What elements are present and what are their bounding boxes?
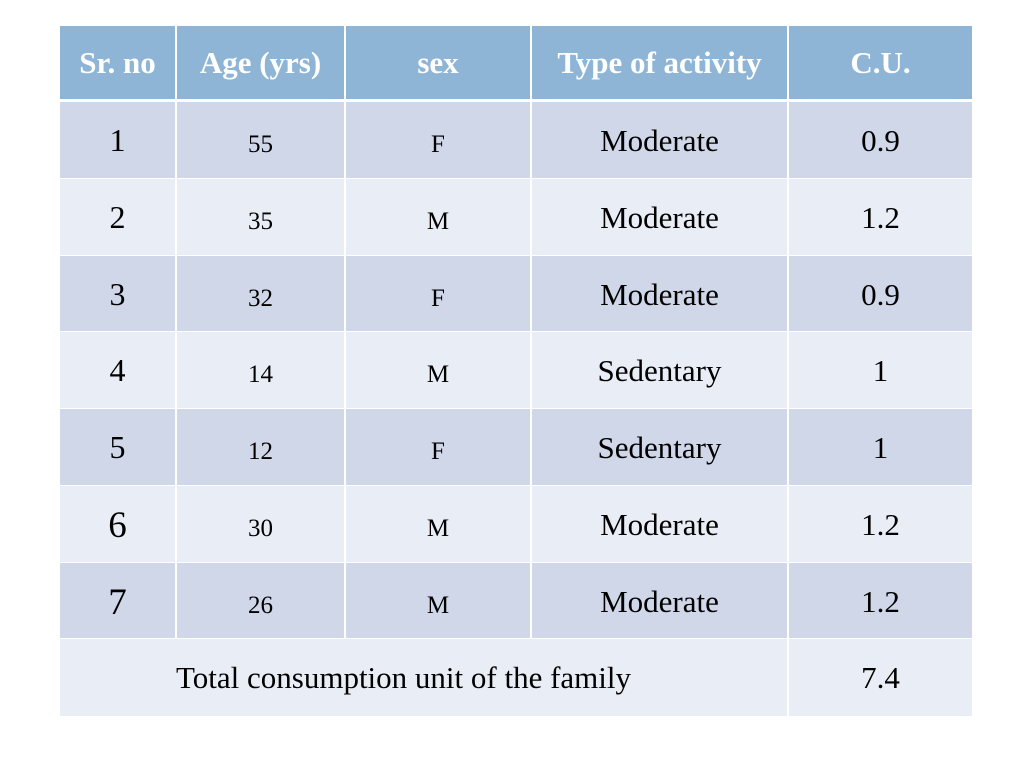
cell-activity: Sedentary: [532, 409, 789, 485]
cell-cu: 0.9: [861, 123, 900, 158]
cell-activity: Moderate: [532, 102, 789, 178]
cell-age: 30: [177, 485, 346, 562]
header-sex: sex: [346, 26, 532, 99]
cell-cu: 1.2: [861, 199, 900, 235]
table-row: 6 30 M Moderate 1.2: [60, 485, 972, 563]
cell-age: 14: [177, 332, 346, 408]
cell-sr-no: 4: [60, 332, 177, 408]
cell-sr-no: 1: [60, 102, 177, 178]
total-value: 7.4: [861, 659, 900, 695]
cell-cu: 1: [872, 353, 889, 389]
cell-sr-no: 7: [60, 562, 177, 639]
table-row: 7 26 M Moderate 1.2: [60, 562, 972, 640]
consumption-unit-table: Sr. no Age (yrs) sex Type of activity C.…: [60, 26, 972, 716]
cell-cu: 1.2: [861, 506, 900, 542]
cell-age: 55: [177, 102, 346, 178]
cell-cu: 1: [872, 430, 889, 465]
cell-age: 35: [177, 178, 346, 255]
cell-sex: F: [346, 409, 532, 485]
table-row: 5 12 F Sedentary 1: [60, 409, 972, 486]
cell-sex: M: [346, 485, 532, 562]
cell-activity: Moderate: [532, 178, 789, 255]
total-label: Total consumption unit of the family: [60, 639, 789, 716]
cell-activity: Moderate: [532, 562, 789, 639]
cell-sr-no: 5: [60, 409, 177, 485]
cell-sex: M: [346, 562, 532, 639]
table-row: 4 14 M Sedentary 1: [60, 332, 972, 409]
cell-sr-no: 2: [60, 178, 177, 255]
table-total-row: Total consumption unit of the family 7.4: [60, 639, 972, 716]
cell-activity: Moderate: [532, 485, 789, 562]
cell-activity: Sedentary: [532, 332, 789, 408]
header-sr-no: Sr. no: [60, 26, 177, 99]
header-age: Age (yrs): [177, 26, 346, 99]
table-row: 1 55 F Moderate 0.9: [60, 102, 972, 179]
header-cu: C.U.: [850, 44, 911, 80]
cell-activity: Moderate: [532, 255, 789, 332]
cell-sex: F: [346, 255, 532, 332]
table-row: 3 32 F Moderate 0.9: [60, 255, 972, 333]
cell-age: 26: [177, 562, 346, 639]
table-header-row: Sr. no Age (yrs) sex Type of activity C.…: [60, 26, 972, 102]
cell-sex: M: [346, 178, 532, 255]
cell-age: 32: [177, 255, 346, 332]
cell-sex: F: [346, 102, 532, 178]
cell-sex: M: [346, 332, 532, 408]
cell-sr-no: 6: [60, 485, 177, 562]
cell-sr-no: 3: [60, 255, 177, 332]
header-activity: Type of activity: [532, 26, 789, 99]
cell-cu: 1.2: [861, 583, 900, 619]
cell-age: 12: [177, 409, 346, 485]
cell-cu: 0.9: [861, 276, 900, 312]
table-row: 2 35 M Moderate 1.2: [60, 178, 972, 256]
